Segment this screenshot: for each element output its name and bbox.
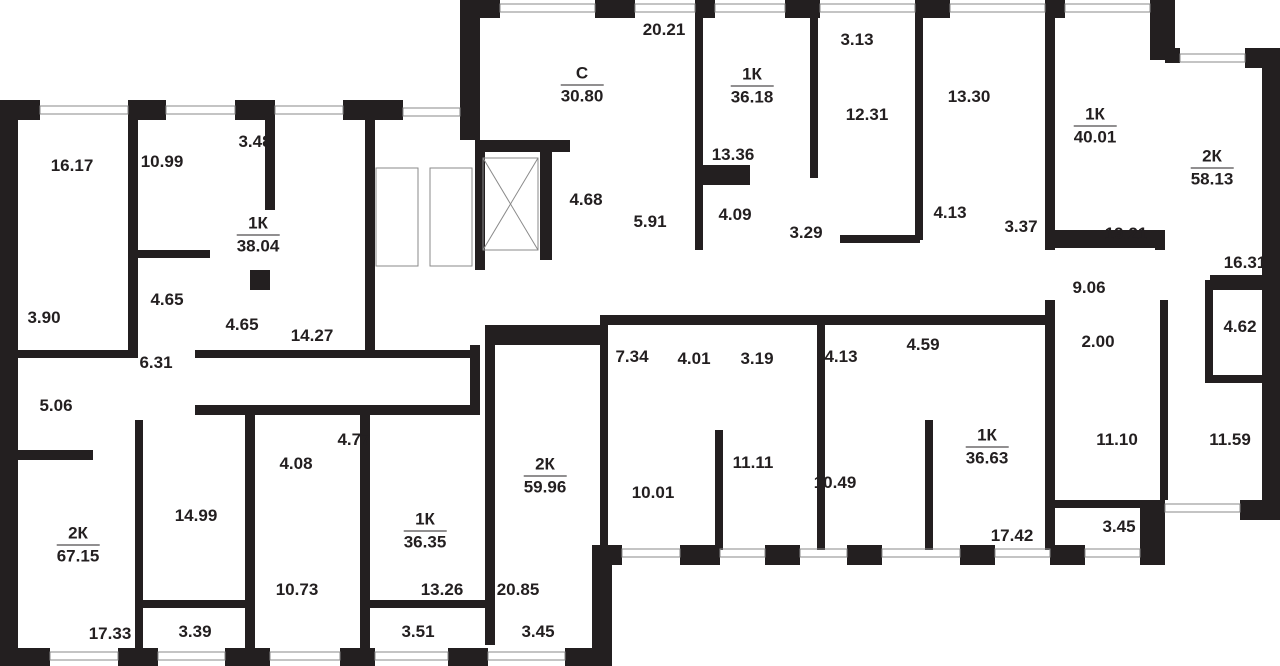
apartment-type: 1К	[1073, 104, 1117, 127]
room-area: 11.10	[1096, 430, 1138, 449]
room-area: 3.51	[401, 622, 435, 641]
room-area: 13.26	[420, 580, 464, 599]
room-area: 13.30	[947, 87, 991, 106]
room-area: 12.31	[845, 105, 889, 124]
room-area: 3.13	[840, 30, 874, 49]
apartment-type: 2К	[1190, 146, 1234, 169]
apartment-type: 1К	[730, 64, 774, 87]
windows	[39, 3, 1246, 661]
room-area: 11.59	[1209, 430, 1251, 449]
apartment-2k-label: 2К 58.13	[1190, 146, 1234, 191]
apartment-area: 40.01	[1073, 127, 1117, 147]
room-area: 3.39	[178, 622, 212, 641]
apartment-area: 67.15	[56, 546, 100, 566]
room-area: 4.65	[225, 315, 259, 334]
room-area: 17.42	[990, 526, 1034, 545]
room-area: 7.34	[615, 347, 649, 366]
apartment-area: 36.18	[730, 87, 774, 107]
room-area: 3.45	[521, 622, 555, 641]
room-area: 5.06	[39, 396, 73, 415]
apartment-1k-label: 1К 36.18	[730, 64, 774, 109]
room-area: 11.11	[732, 453, 774, 472]
room-area: 10.99	[140, 152, 184, 171]
apartment-type: 2К	[56, 523, 100, 546]
room-area: 16.17	[50, 156, 94, 175]
room-area: 4.77	[337, 430, 371, 449]
room-area: 3.37	[1004, 217, 1038, 236]
apartment-2k-label: 2К 59.96	[523, 454, 567, 499]
apartment-type: 1К	[403, 509, 447, 532]
apartment-type: 1К	[236, 213, 280, 236]
room-area: 10.01	[631, 483, 675, 502]
room-area: 3.29	[789, 223, 823, 242]
room-area: 16.31	[1223, 253, 1267, 272]
room-area: 4.09	[718, 205, 752, 224]
apartment-area: 59.96	[523, 477, 567, 497]
apartment-type: 2К	[523, 454, 567, 477]
apartment-2k-label: 2К 67.15	[56, 523, 100, 568]
apartment-area: 38.04	[236, 236, 280, 256]
room-area: 10.73	[275, 580, 319, 599]
apartment-studio-label: С 30.80	[560, 63, 604, 108]
apartment-1k-label: 1К 36.63	[965, 425, 1009, 470]
apartment-area: 36.63	[965, 448, 1009, 468]
room-area: 9.06	[1072, 278, 1106, 297]
room-area: 17.33	[88, 624, 132, 643]
room-area: 4.62	[1223, 317, 1257, 336]
stairs-and-elevator	[375, 157, 539, 267]
room-area: 13.36	[711, 145, 755, 164]
room-area: 4.59	[906, 335, 940, 354]
room-area: 10.49	[813, 473, 857, 492]
room-area: 4.13	[933, 203, 967, 222]
apartment-area: 36.35	[403, 532, 447, 552]
apartment-type: 1К	[965, 425, 1009, 448]
room-area: 14.27	[290, 326, 334, 345]
room-area: 3.19	[740, 349, 774, 368]
room-area: 3.45	[1102, 517, 1136, 536]
room-area: 20.85	[496, 580, 540, 599]
room-area: 14.99	[174, 506, 218, 525]
room-area: 6.31	[139, 353, 173, 372]
room-area: 4.65	[150, 290, 184, 309]
room-area: 4.01	[677, 349, 711, 368]
apartment-1k-label: 1К 36.35	[403, 509, 447, 554]
room-area: 4.68	[569, 190, 603, 209]
room-area: 5.91	[633, 212, 667, 231]
apartment-area: 58.13	[1190, 169, 1234, 189]
apartment-1k-label: 1К 40.01	[1073, 104, 1117, 149]
room-area: 4.08	[279, 454, 313, 473]
room-area: 19.21	[1104, 224, 1148, 243]
room-area: 3.90	[27, 308, 61, 327]
apartment-area: 30.80	[560, 86, 604, 106]
room-area: 2.00	[1081, 332, 1115, 351]
room-area: 4.13	[824, 347, 858, 366]
room-area: 20.21	[642, 20, 686, 39]
apartment-type: С	[560, 63, 604, 86]
apartment-1k-label: 1К 38.04	[236, 213, 280, 258]
room-area: 3.48	[238, 132, 272, 151]
